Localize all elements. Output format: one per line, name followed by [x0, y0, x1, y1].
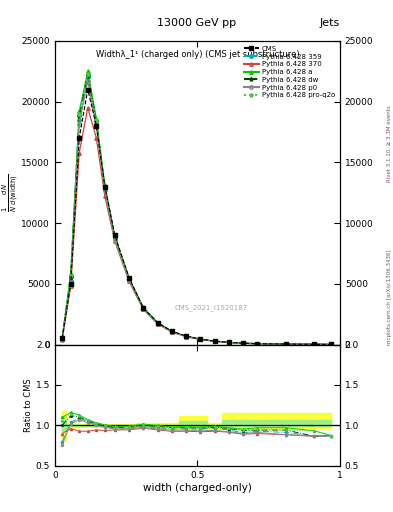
Text: Widthλ_1¹ (charged only) (CMS jet substructure): Widthλ_1¹ (charged only) (CMS jet substr…	[95, 50, 299, 59]
Text: 13000 GeV pp: 13000 GeV pp	[157, 18, 236, 28]
Text: Rivet 3.1.10, ≥ 3.3M events: Rivet 3.1.10, ≥ 3.3M events	[387, 105, 392, 182]
Text: Jets: Jets	[320, 18, 340, 28]
X-axis label: width (charged-only): width (charged-only)	[143, 482, 252, 493]
Y-axis label: Ratio to CMS: Ratio to CMS	[24, 378, 33, 432]
Text: CMS_2021_I1920187: CMS_2021_I1920187	[175, 305, 248, 311]
Legend: CMS, Pythia 6.428 359, Pythia 6.428 370, Pythia 6.428 a, Pythia 6.428 dw, Pythia: CMS, Pythia 6.428 359, Pythia 6.428 370,…	[242, 45, 336, 100]
Text: mcplots.cern.ch [arXiv:1306.3436]: mcplots.cern.ch [arXiv:1306.3436]	[387, 249, 392, 345]
Y-axis label: $\frac{1}{N}\,\frac{dN}{d(\rm width)}$: $\frac{1}{N}\,\frac{dN}{d(\rm width)}$	[0, 174, 20, 212]
